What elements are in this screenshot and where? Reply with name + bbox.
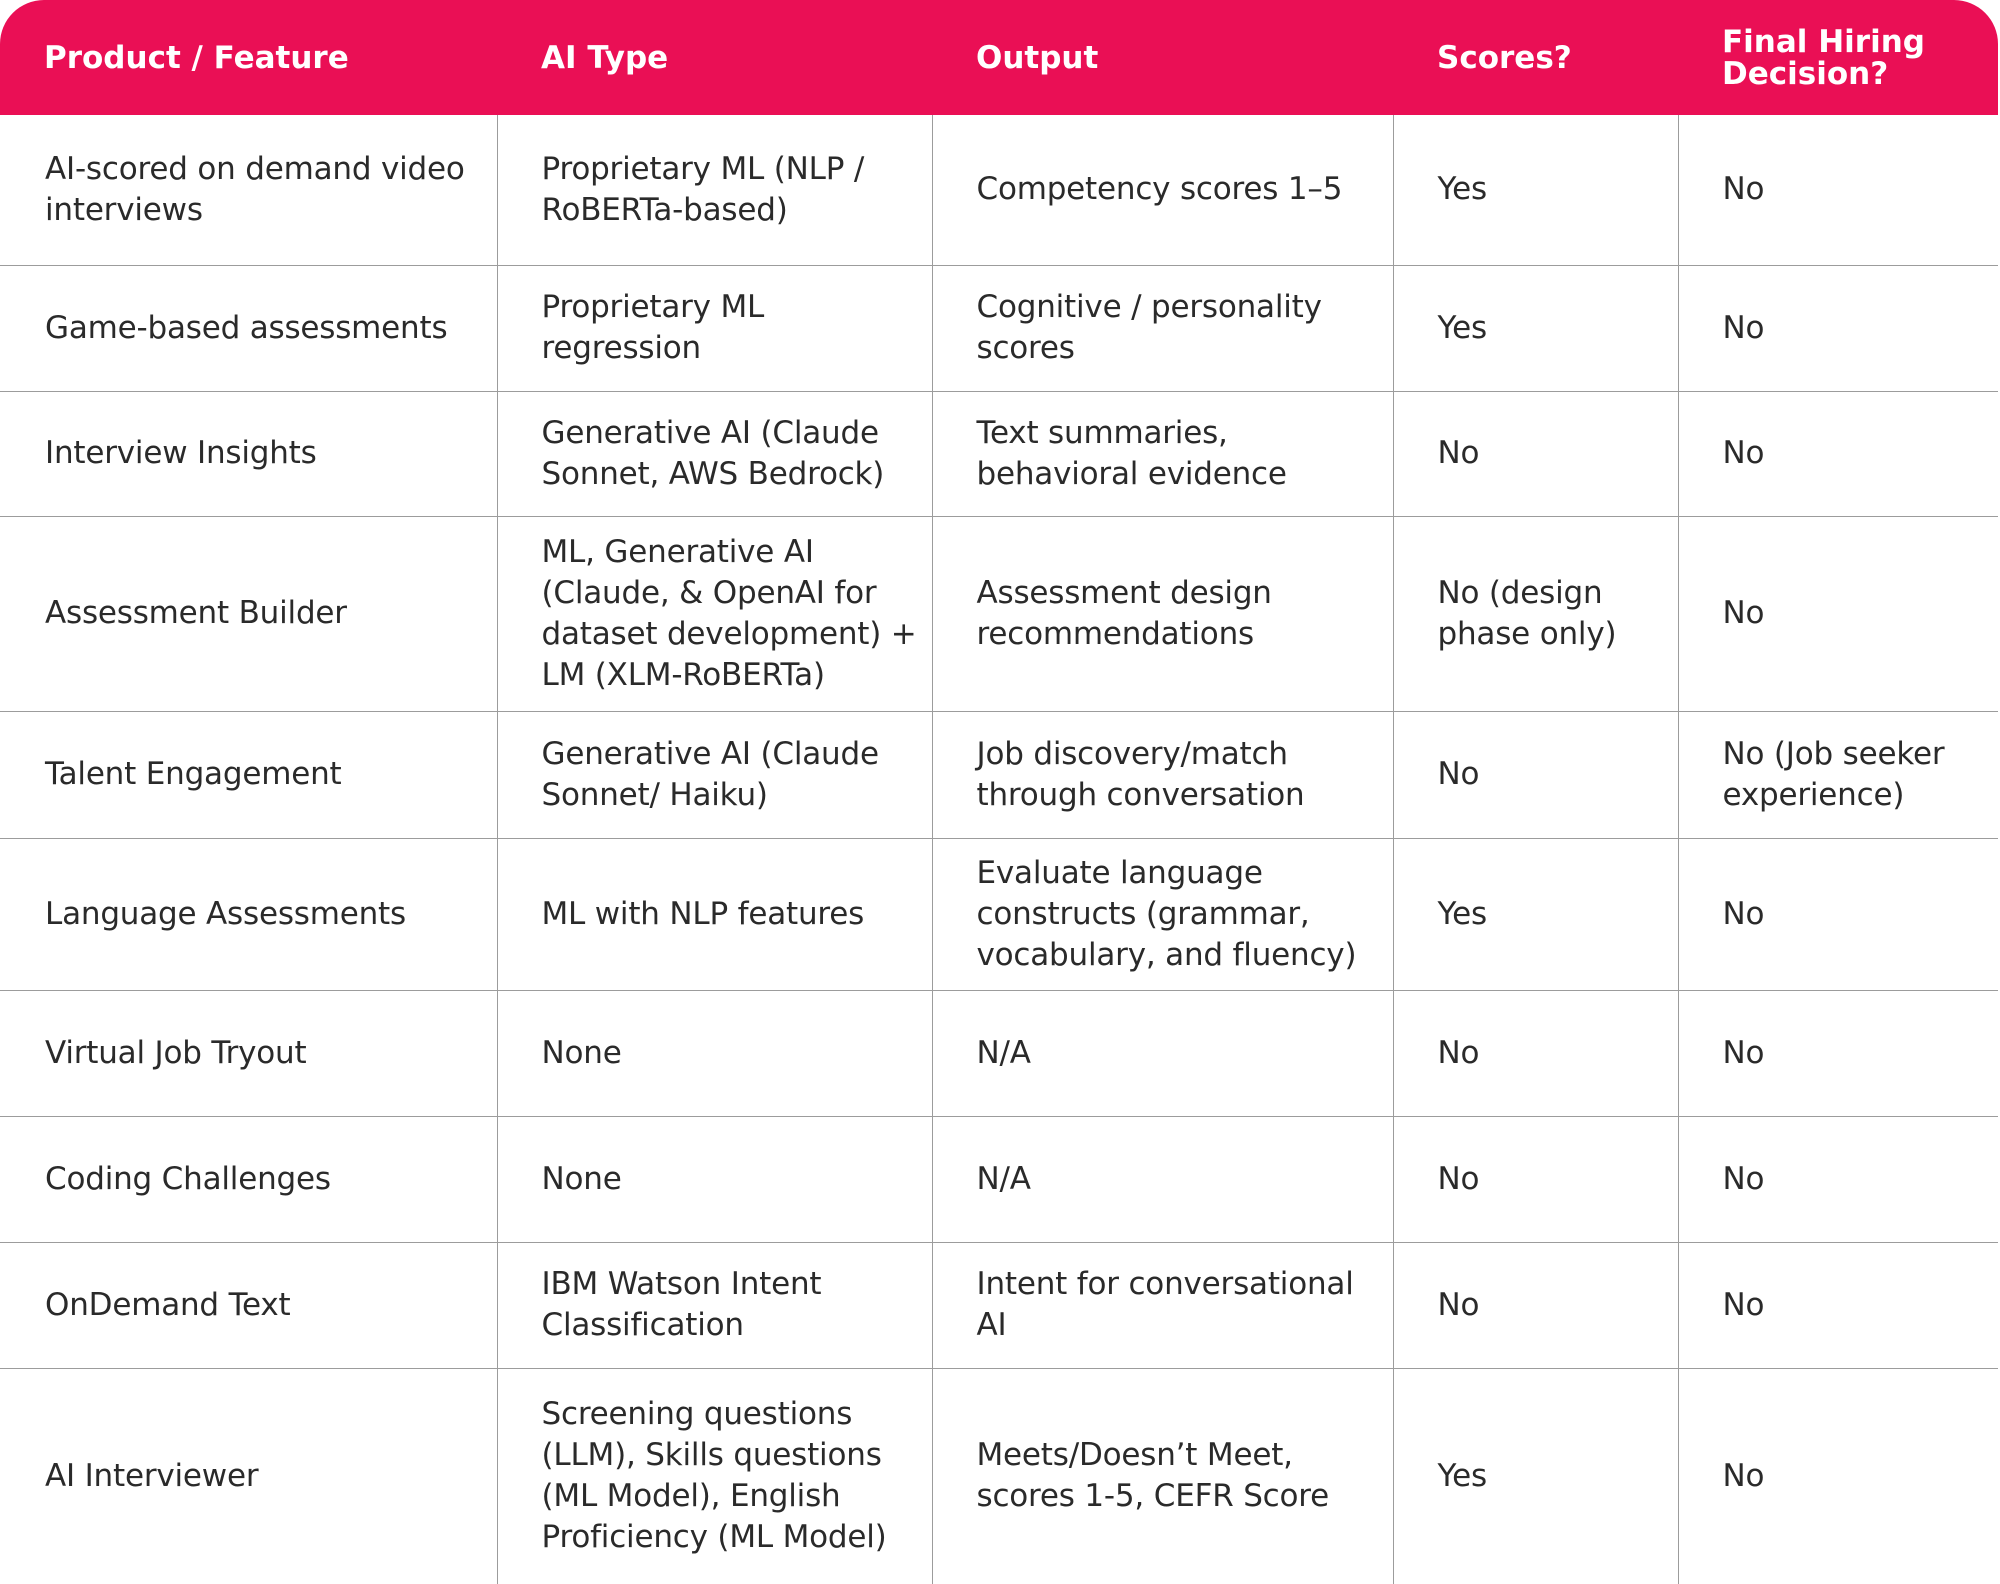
header-final-hiring-decision: Final Hiring Decision? — [1722, 23, 1925, 92]
cell-output: Intent for conversational AI — [932, 1242, 1394, 1369]
table-row: Game-based assessments Proprietary ML re… — [0, 265, 1998, 392]
cell-final-hiring-decision: No — [1678, 1242, 1998, 1369]
header-ai-type: AI Type — [541, 39, 669, 76]
cell-ai-type: ML with NLP features — [497, 838, 933, 991]
table-row: Virtual Job Tryout None N/A No No — [0, 990, 1998, 1117]
cell-scores: Yes — [1393, 1368, 1679, 1584]
cell-product-feature: Interview Insights — [0, 391, 498, 517]
cell-output: N/A — [932, 990, 1394, 1117]
cell-scores: No — [1393, 391, 1679, 517]
table-row: Interview Insights Generative AI (Claude… — [0, 391, 1998, 517]
cell-final-hiring-decision: No — [1678, 838, 1998, 991]
cell-ai-type: Proprietary ML (NLP / RoBERTa-based) — [497, 115, 933, 266]
cell-ai-type: Generative AI (Claude Sonnet, AWS Bedroc… — [497, 391, 933, 517]
table-row: Talent Engagement Generative AI (Claude … — [0, 711, 1998, 839]
cell-ai-type: Proprietary ML regression — [497, 265, 933, 392]
table-header-row: Product / Feature AI Type Output Scores?… — [0, 0, 1998, 115]
cell-output: Competency scores 1–5 — [932, 115, 1394, 266]
cell-product-feature: Assessment Builder — [0, 516, 498, 712]
cell-product-feature: Coding Challenges — [0, 1116, 498, 1243]
cell-scores: Yes — [1393, 838, 1679, 991]
cell-output: Job discovery/match through conversation — [932, 711, 1394, 839]
cell-ai-type: ML, Generative AI (Claude, & OpenAI for … — [497, 516, 933, 712]
cell-output: Assessment design recommendations — [932, 516, 1394, 712]
cell-final-hiring-decision: No — [1678, 391, 1998, 517]
table-row: AI-scored on demand video interviews Pro… — [0, 115, 1998, 266]
cell-ai-type: Screening questions (LLM), Skills questi… — [497, 1368, 933, 1584]
table-row: Coding Challenges None N/A No No — [0, 1116, 1998, 1243]
cell-final-hiring-decision: No — [1678, 516, 1998, 712]
cell-ai-type: None — [497, 1116, 933, 1243]
cell-output: N/A — [932, 1116, 1394, 1243]
table-body: AI-scored on demand video interviews Pro… — [0, 115, 1998, 1584]
cell-output: Cognitive / personality scores — [932, 265, 1394, 392]
cell-output: Meets/Doesn’t Meet, scores 1-5, CEFR Sco… — [932, 1368, 1394, 1584]
cell-product-feature: Language Assessments — [0, 838, 498, 991]
cell-ai-type: IBM Watson Intent Classification — [497, 1242, 933, 1369]
table-header: Product / Feature AI Type Output Scores?… — [0, 0, 1998, 115]
cell-scores: Yes — [1393, 265, 1679, 392]
table-row: AI Interviewer Screening questions (LLM)… — [0, 1368, 1998, 1584]
cell-final-hiring-decision: No — [1678, 265, 1998, 392]
cell-scores: No — [1393, 1116, 1679, 1243]
table-row: Assessment Builder ML, Generative AI (Cl… — [0, 516, 1998, 712]
header-output: Output — [976, 39, 1099, 76]
cell-product-feature: Talent Engagement — [0, 711, 498, 839]
cell-final-hiring-decision: No — [1678, 990, 1998, 1117]
cell-scores: No — [1393, 711, 1679, 839]
cell-product-feature: AI-scored on demand video interviews — [0, 115, 498, 266]
cell-product-feature: Virtual Job Tryout — [0, 990, 498, 1117]
cell-ai-type: Generative AI (Claude Sonnet/ Haiku) — [497, 711, 933, 839]
header-product-feature: Product / Feature — [44, 39, 349, 76]
cell-ai-type: None — [497, 990, 933, 1117]
cell-scores: Yes — [1393, 115, 1679, 266]
cell-product-feature: Game-based assessments — [0, 265, 498, 392]
cell-scores: No (design phase only) — [1393, 516, 1679, 712]
cell-final-hiring-decision: No (Job seeker experience) — [1678, 711, 1998, 839]
header-scores: Scores? — [1437, 39, 1572, 76]
cell-final-hiring-decision: No — [1678, 1116, 1998, 1243]
cell-scores: No — [1393, 1242, 1679, 1369]
cell-scores: No — [1393, 990, 1679, 1117]
cell-output: Evaluate language constructs (grammar, v… — [932, 838, 1394, 991]
cell-product-feature: OnDemand Text — [0, 1242, 498, 1369]
table-row: Language Assessments ML with NLP feature… — [0, 838, 1998, 991]
cell-output: Text summaries, behavioral evidence — [932, 391, 1394, 517]
cell-final-hiring-decision: No — [1678, 115, 1998, 266]
cell-product-feature: AI Interviewer — [0, 1368, 498, 1584]
table-row: OnDemand Text IBM Watson Intent Classifi… — [0, 1242, 1998, 1369]
cell-final-hiring-decision: No — [1722, 1457, 1765, 1494]
